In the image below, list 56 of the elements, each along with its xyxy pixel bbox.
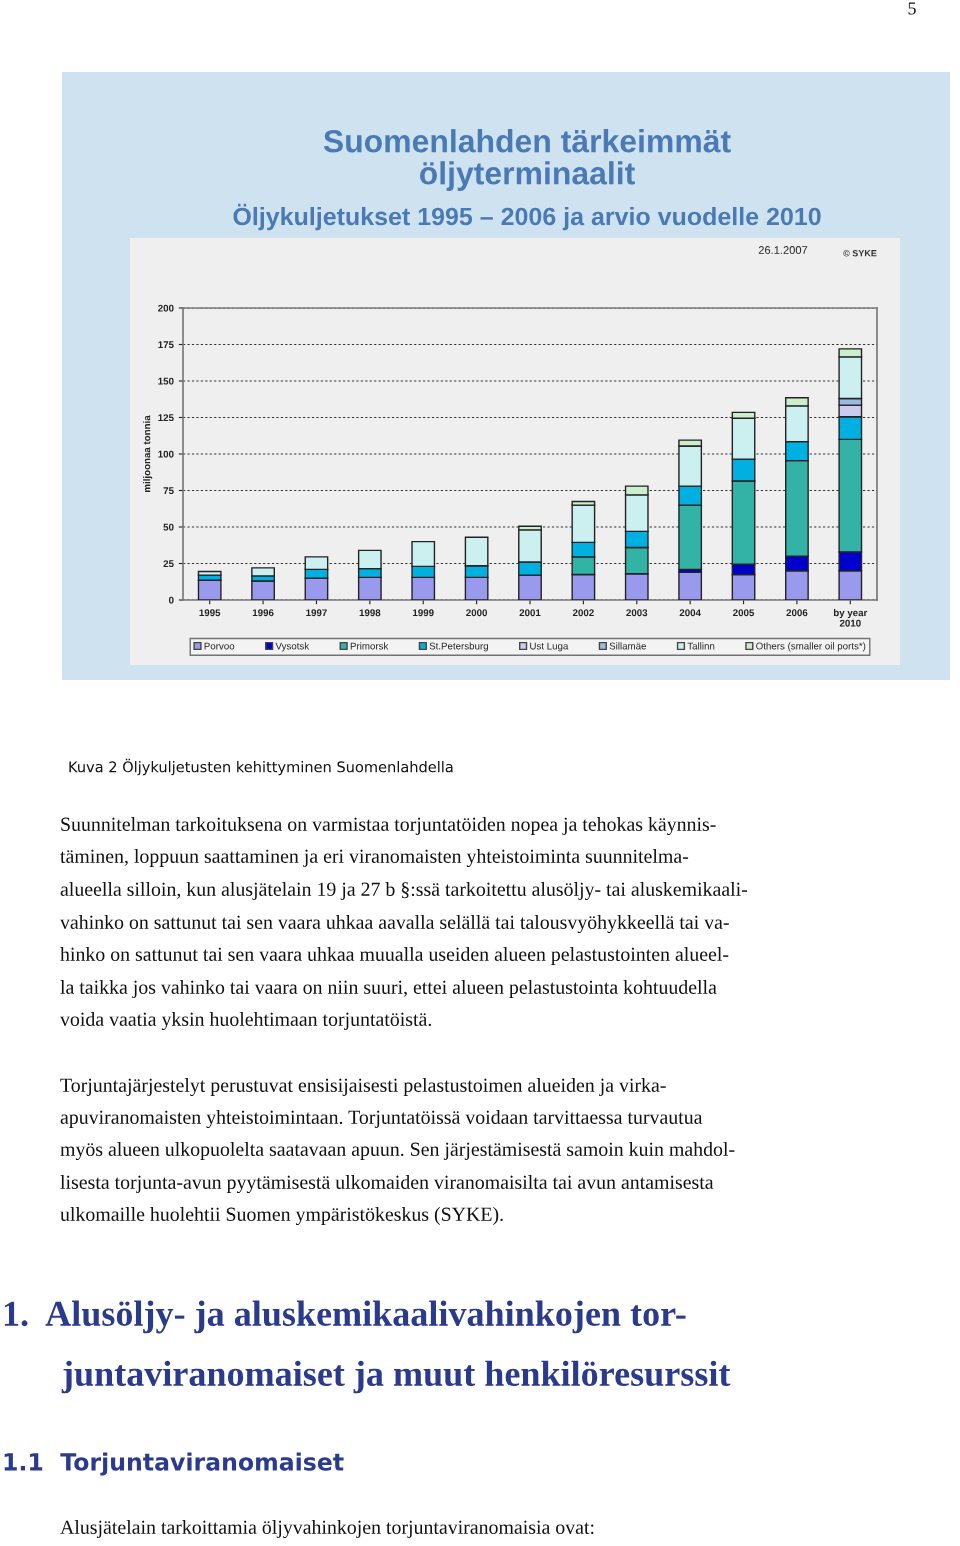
x-tick-label: 2000	[466, 609, 488, 617]
legend-label: Vysotsk	[275, 642, 310, 652]
y-tick-label: 0	[168, 596, 174, 604]
y-tick-label: 25	[163, 560, 174, 568]
text: la taikka jos vahinko tai vaara on niin suuri, ettei alueen pelastustointa kohtuudella	[60, 979, 717, 999]
legend-label: Sillamäe	[609, 642, 647, 650]
x-tick-label: 1998	[359, 609, 381, 617]
text: © SYKE	[843, 250, 877, 257]
legend-label: Porvoo	[204, 642, 235, 650]
y-tick-label: 100	[158, 450, 174, 458]
x-tick-label: 1996	[252, 609, 274, 617]
text: 1. Alusöljy- ja aluskemikaalivahinkojen tor-	[4, 1300, 686, 1334]
chart-subtitle: Öljykuljetukset 1995 – 2006 ja arvio vuodelle 2010	[233, 203, 821, 231]
legend-label: St.Petersburg	[429, 642, 488, 652]
text: hinko on sattunut tai sen vaara uhkaa muualla useiden alueen pelastustointen alueel-	[60, 946, 729, 966]
legend-label: Ust Luga	[530, 642, 569, 652]
y-tick-label: 175	[158, 341, 174, 349]
x-tick-label: 2002	[572, 609, 594, 617]
text: alueella silloin, kun alusjätelain 19 ja 27 b §:ssä tarkoitettu alusöljy- tai aluskemikaali-	[60, 881, 748, 901]
legend-label: Others (smaller oil ports*)	[756, 642, 866, 652]
x-tick-label: 2003	[626, 609, 648, 617]
text: myös alueen ulkopuolelta saatavaan apuun. Sen järjestämisestä samoin kuin mahdol-	[60, 1141, 735, 1161]
text: täminen, loppuun saattaminen ja eri viranomaisten yhteistoiminta suunnitelma-	[60, 848, 689, 868]
x-tick-label: 1995	[199, 609, 221, 617]
text: lisesta torjunta-avun pyytämisestä ulkomaiden viranomaisilta tai avun antamisesta	[60, 1174, 714, 1194]
x-tick-label: 2001	[519, 609, 541, 617]
text: Suunnitelman tarkoituksena on varmistaa torjuntatöiden nopea ja tehokas käynnis-	[61, 816, 716, 836]
text: Torjuntajärjestelyt perustuvat ensisijaisesti pelastustoimen alueiden ja virka-	[60, 1077, 666, 1097]
y-tick-label: 150	[158, 377, 174, 385]
y-tick-label: 75	[163, 487, 174, 495]
text: vahinko on sattunut tai sen vaara uhkaa aavalla selällä tai talousvyöhykkeellä tai va-	[60, 914, 729, 934]
y-axis-title: miljoonaa tonnia	[143, 415, 153, 492]
text: Kuva 2 Öljykuljetusten kehittyminen Suomenlahdella	[69, 758, 453, 776]
text: ulkomaille huolehtii Suomen ympäristökeskus (SYKE).	[60, 1206, 503, 1226]
x-tick-label: by year 2010	[833, 609, 868, 627]
text: 26.1.2007	[758, 246, 808, 254]
x-tick-label: 1999	[413, 609, 434, 617]
y-tick-label: 125	[158, 414, 174, 422]
x-tick-label: 2004	[679, 609, 701, 617]
y-tick-label: 50	[163, 523, 174, 531]
chart-title: Suomenlahden tärkeimmät öljyterminaalit	[323, 129, 731, 191]
x-tick-label: 2006	[786, 609, 808, 617]
bar	[251, 580, 275, 600]
text: juntaviranomaiset ja muut henkilöresurssit	[61, 1360, 731, 1394]
bar	[197, 579, 222, 600]
text: 5	[908, 2, 916, 15]
x-tick-label: 1997	[306, 609, 327, 617]
legend-label: Tallinn	[687, 642, 715, 650]
text: apuviranomaisten yhteistoimintaan. Torjuntatöissä voidaan tarvittaessa turvautua	[60, 1109, 703, 1129]
x-tick-label: 2005	[733, 609, 755, 617]
legend-label: Primorsk	[350, 642, 389, 650]
text: Alusjätelain tarkoittamia öljyvahinkojen torjuntaviranomaisia ovat:	[60, 1519, 594, 1539]
text: 1.1 Torjuntaviranomaiset	[4, 1452, 344, 1476]
y-tick-label: 200	[158, 304, 174, 312]
text: voida vaatia yksin huolehtimaan torjuntatöistä.	[60, 1011, 431, 1031]
bar	[678, 571, 703, 600]
